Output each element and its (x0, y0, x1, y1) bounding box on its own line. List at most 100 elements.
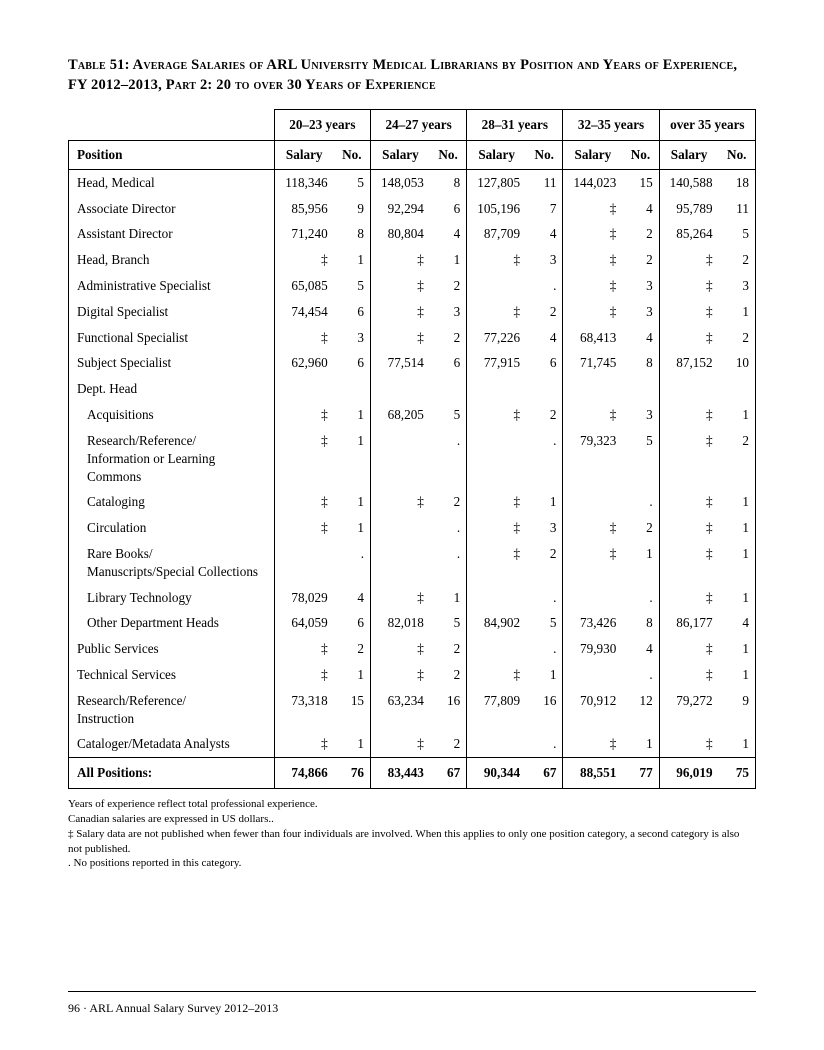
table-cell: 1 (719, 402, 756, 428)
col-no-1: No. (430, 140, 467, 169)
table-cell (563, 662, 622, 688)
table-cell: 85,264 (659, 221, 718, 247)
table-cell: ‡ (563, 402, 622, 428)
table-cell: 3 (622, 402, 659, 428)
note-2: ‡ Salary data are not published when few… (68, 827, 756, 857)
table-cell: ‡ (659, 273, 718, 299)
table-cell: 67 (526, 758, 563, 789)
table-cell: ‡ (274, 515, 333, 541)
table-cell: 4 (526, 325, 563, 351)
position-cell: Research/Reference/Information or Learni… (69, 428, 275, 489)
table-cell: 1 (526, 662, 563, 688)
table-cell: 63,234 (371, 688, 430, 732)
table-cell: 78,029 (274, 585, 333, 611)
table-cell: ‡ (659, 489, 718, 515)
table-cell: 144,023 (563, 169, 622, 195)
table-cell: 3 (526, 247, 563, 273)
table-cell: ‡ (659, 325, 718, 351)
table-row: Acquisitions‡168,2055‡2‡3‡1 (69, 402, 756, 428)
table-cell (334, 376, 371, 402)
position-cell: Library Technology (69, 585, 275, 611)
table-cell: 68,413 (563, 325, 622, 351)
table-cell: 4 (622, 636, 659, 662)
table-cell: ‡ (563, 196, 622, 222)
table-cell: 95,789 (659, 196, 718, 222)
table-cell: 1 (430, 585, 467, 611)
table-cell: ‡ (371, 585, 430, 611)
table-cell: . (622, 489, 659, 515)
table-cell: 1 (719, 299, 756, 325)
position-cell: Head, Branch (69, 247, 275, 273)
table-cell: ‡ (371, 731, 430, 757)
table-cell: 4 (526, 221, 563, 247)
table-cell: . (526, 731, 563, 757)
position-cell: Public Services (69, 636, 275, 662)
table-cell: 2 (430, 731, 467, 757)
table-cell: 1 (719, 662, 756, 688)
position-cell: Subject Specialist (69, 350, 275, 376)
table-cell: 87,709 (467, 221, 526, 247)
table-cell: 2 (334, 636, 371, 662)
table-cell (467, 376, 526, 402)
table-cell: 77,226 (467, 325, 526, 351)
table-cell: 79,323 (563, 428, 622, 489)
table-cell: 2 (622, 221, 659, 247)
table-cell: ‡ (274, 662, 333, 688)
table-cell: 80,804 (371, 221, 430, 247)
table-cell (526, 376, 563, 402)
table-cell: 12 (622, 688, 659, 732)
table-cell (467, 428, 526, 489)
table-cell: 8 (430, 169, 467, 195)
table-cell: ‡ (563, 731, 622, 757)
table-cell: 67 (430, 758, 467, 789)
table-cell: ‡ (659, 247, 718, 273)
table-cell: 1 (719, 489, 756, 515)
table-cell: 71,745 (563, 350, 622, 376)
position-cell: Head, Medical (69, 169, 275, 195)
table-cell: 16 (526, 688, 563, 732)
position-cell: Cataloger/Metadata Analysts (69, 731, 275, 757)
col-position: Position (69, 140, 275, 169)
table-cell: ‡ (659, 428, 718, 489)
table-cell: ‡ (371, 636, 430, 662)
table-cell: 1 (334, 489, 371, 515)
table-cell: 4 (334, 585, 371, 611)
table-cell: ‡ (274, 489, 333, 515)
table-cell: 140,588 (659, 169, 718, 195)
table-cell: ‡ (659, 541, 718, 585)
table-cell: 5 (430, 610, 467, 636)
table-cell: 86,177 (659, 610, 718, 636)
table-cell: . (430, 515, 467, 541)
page-footer: 96 · ARL Annual Salary Survey 2012–2013 (68, 1001, 278, 1016)
table-cell: 1 (334, 731, 371, 757)
table-cell: ‡ (274, 636, 333, 662)
table-cell (659, 376, 718, 402)
table-cell: . (526, 273, 563, 299)
table-cell: . (334, 541, 371, 585)
table-cell: ‡ (659, 585, 718, 611)
position-cell: Research/Reference/Instruction (69, 688, 275, 732)
table-row: Administrative Specialist65,0855‡2.‡3‡3 (69, 273, 756, 299)
table-cell (563, 376, 622, 402)
table-cell (467, 585, 526, 611)
position-cell: Rare Books/Manuscripts/Special Collectio… (69, 541, 275, 585)
table-cell: 5 (622, 428, 659, 489)
page-container: Table 51: Average Salaries of ARL Univer… (0, 0, 824, 1050)
position-cell: Administrative Specialist (69, 273, 275, 299)
table-cell (371, 541, 430, 585)
table-cell: 5 (430, 402, 467, 428)
table-cell: . (430, 428, 467, 489)
table-cell: 1 (334, 662, 371, 688)
table-cell: 9 (334, 196, 371, 222)
table-cell: 79,272 (659, 688, 718, 732)
table-cell: . (622, 585, 659, 611)
note-3: . No positions reported in this category… (68, 856, 756, 871)
table-cell: 1 (526, 489, 563, 515)
range-0: 20–23 years (274, 110, 370, 141)
table-cell: 2 (430, 662, 467, 688)
table-cell: 77,514 (371, 350, 430, 376)
table-cell: ‡ (274, 247, 333, 273)
table-cell: 4 (719, 610, 756, 636)
table-row: Other Department Heads64,059682,018584,9… (69, 610, 756, 636)
table-cell: 1 (719, 731, 756, 757)
